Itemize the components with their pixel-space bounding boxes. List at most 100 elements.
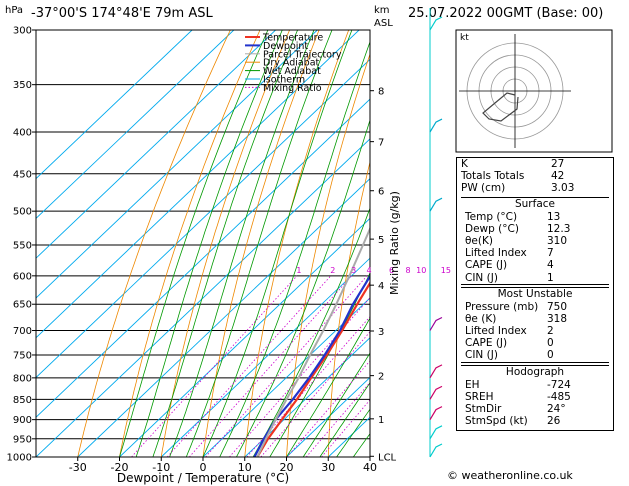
hodograph-label: StmSpd (kt)	[465, 415, 528, 428]
hodograph-trace	[482, 92, 519, 122]
index-value: 42	[551, 170, 565, 183]
hodograph-title: Hodograph	[505, 365, 565, 378]
surface-row: CIN (J) 1	[461, 272, 609, 284]
pressure-tick-label: 350	[13, 80, 32, 91]
hodograph-value: -724	[547, 378, 571, 391]
most-unstable-label: CAPE (J)	[465, 337, 508, 350]
website-credit: © weatheronline.co.uk	[447, 469, 573, 482]
pressure-tick-label: 1000	[7, 453, 32, 464]
hodograph-label: SREH	[465, 390, 494, 403]
hodograph-kt-label: kt	[460, 33, 469, 43]
km-tick-label: 5	[378, 235, 384, 246]
wind-barb	[429, 364, 443, 379]
hpa-label: hPa	[5, 5, 23, 16]
most-unstable-value: 0	[547, 349, 554, 362]
pressure-tick-label: 900	[13, 415, 32, 426]
legend-entry: Parcel Trajectory	[263, 49, 342, 60]
hodograph-label: StmDir	[465, 403, 502, 415]
km-tick-label: 8	[378, 87, 384, 98]
wind-barb	[429, 406, 443, 420]
chart-axes: 3003504004505005506006507007508008509009…	[7, 26, 484, 475]
isotherm	[36, 30, 360, 339]
surface-rows: Temp (°C) 13 Dewp (°C) 12.3 θe(K) 310 Lifted I…	[461, 211, 609, 284]
mixing-ratio-label: 3	[351, 266, 356, 275]
dry-adiabat	[244, 30, 350, 457]
mixing-ratio-label: 2	[330, 266, 335, 275]
wet-adiabat	[152, 30, 298, 457]
surface-row: Lifted Index 7	[461, 247, 609, 259]
surface-label: Temp (°C)	[465, 210, 518, 223]
km-tick-label: 1	[378, 415, 384, 426]
x-tick-label: 30	[321, 461, 335, 474]
wind-barb	[429, 197, 443, 212]
datetime-title: 25.07.2022 00GMT (Base: 00)	[408, 6, 604, 21]
surface-value: 7	[547, 247, 554, 260]
wind-barb	[429, 118, 443, 133]
index-label: Totals Totals	[461, 170, 525, 183]
index-value: 27	[551, 158, 565, 170]
isotherm	[36, 30, 193, 180]
x-tick-label: 20	[280, 461, 294, 474]
wet-adiabat	[169, 30, 315, 457]
pressure-tick-label: 300	[13, 26, 32, 37]
legend-entry: Dry Adiabat	[263, 58, 320, 69]
km-tick-label: 4	[378, 281, 384, 292]
x-tick-label: -10	[152, 461, 170, 474]
pressure-tick-label: 700	[13, 326, 32, 337]
mixing-ratio-line	[205, 275, 368, 457]
indices-table: K 27 Totals Totals 42 PW (cm) 3.03 Surface Te…	[456, 157, 614, 432]
most-unstable-row: θe (K) 318	[461, 313, 609, 325]
asl-label: ASL	[374, 18, 393, 29]
isotherm	[36, 30, 318, 299]
surface-label: CAPE (J)	[465, 259, 508, 272]
wet-adiabat	[252, 207, 370, 457]
index-row: K 27	[457, 158, 613, 170]
hodograph-row: StmSpd (kt) 26	[461, 415, 609, 427]
isotherm	[36, 30, 276, 259]
isotherm	[36, 98, 370, 418]
index-row: Totals Totals 42	[457, 170, 613, 182]
km-tick-label: 7	[378, 138, 384, 149]
mixing-ratio-line	[305, 381, 370, 457]
wet-adiabat	[185, 30, 333, 457]
pressure-tick-label: 750	[13, 350, 32, 361]
wet-adiabat	[269, 272, 370, 457]
km-label: km	[374, 5, 390, 16]
hodograph-rows: EH -724 SREH -485 StmDir 24° StmSpd (kt) 26	[461, 379, 609, 428]
index-label: K	[461, 158, 468, 170]
pressure-tick-label: 450	[13, 169, 32, 180]
surface-row: θe(K) 310	[461, 235, 609, 247]
wet-adiabat	[135, 30, 283, 457]
mixing-ratio-label: 1	[296, 266, 301, 275]
mixing-ratio-line	[321, 399, 370, 457]
series-temperature	[256, 280, 370, 457]
mixing-ratio-label: 6	[389, 266, 394, 275]
hodograph-section: Hodograph EH -724 SREH -485 StmDir 24° StmSpd …	[461, 364, 609, 428]
surface-title: Surface	[514, 197, 555, 210]
isotherm	[286, 376, 370, 457]
x-axis-label: Dewpoint / Temperature (°C)	[117, 471, 289, 485]
wind-barb	[429, 316, 443, 331]
most-unstable-row: CAPE (J) 0	[461, 337, 609, 349]
mixing-ratio-line	[166, 275, 332, 457]
pressure-tick-label: 950	[13, 434, 32, 445]
pressure-tick-label: 800	[13, 373, 32, 384]
surface-value: 12.3	[547, 222, 571, 235]
surface-label: θe(K)	[465, 234, 493, 247]
most-unstable-value: 0	[547, 337, 554, 350]
pressure-tick-label: 400	[13, 128, 32, 139]
most-unstable-rows: Pressure (mb) 750 θe (K) 318 Lifted Index 2 CA…	[461, 301, 609, 362]
mixing-ratio-label: 8	[406, 266, 411, 275]
surface-label: Dewp (°C)	[465, 222, 519, 235]
most-unstable-label: Lifted Index	[465, 325, 527, 338]
isotherm	[77, 178, 370, 457]
isotherm	[36, 58, 370, 379]
wind-barb	[429, 385, 443, 400]
dry-adiabat	[119, 30, 261, 457]
surface-value: 1	[547, 271, 554, 284]
dry-adiabat	[286, 52, 370, 457]
most-unstable-label: θe (K)	[465, 312, 497, 325]
wet-adiabat	[219, 40, 370, 457]
pressure-tick-label: 600	[13, 271, 32, 282]
